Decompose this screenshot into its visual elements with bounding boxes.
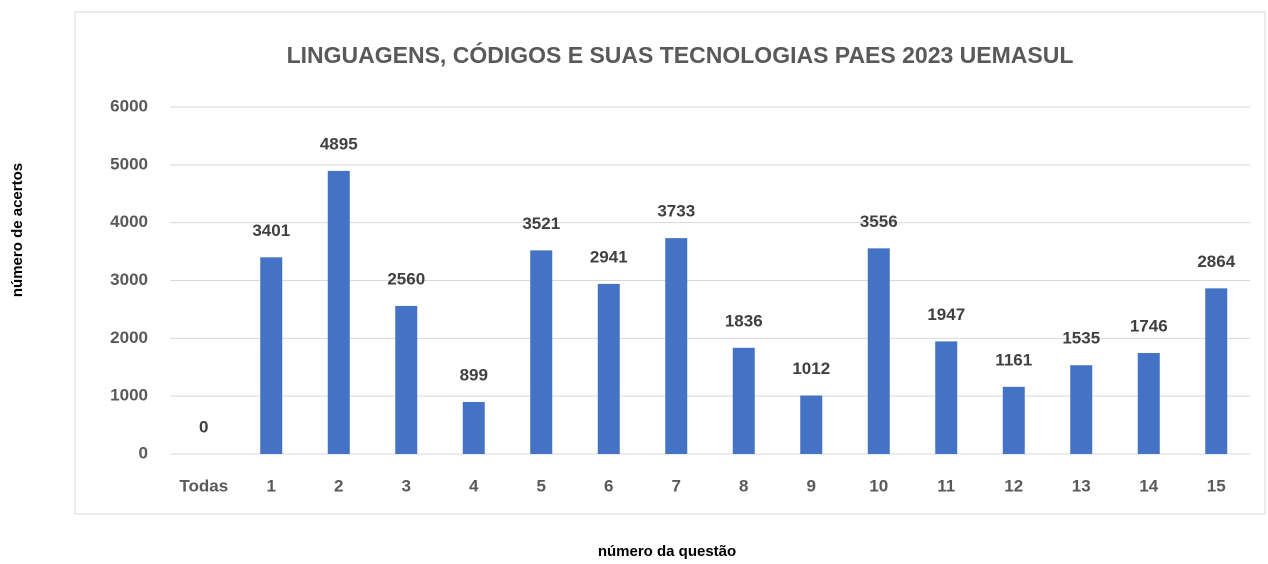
bar	[1002, 386, 1025, 454]
data-label: 1746	[1130, 317, 1168, 336]
bar	[1205, 288, 1228, 454]
bar	[800, 395, 823, 454]
bar	[665, 238, 688, 454]
bar	[260, 257, 283, 454]
y-tick-label: 1000	[110, 386, 148, 405]
bar	[597, 283, 620, 454]
y-axis-label: número de acertos	[9, 163, 26, 297]
bar	[327, 170, 350, 455]
x-tick-label: 15	[1207, 476, 1226, 495]
x-tick-label: 8	[739, 476, 748, 495]
bar	[732, 347, 755, 454]
y-tick-label: 2000	[110, 328, 148, 347]
x-tick-label: 7	[672, 476, 681, 495]
data-label: 2560	[387, 269, 425, 288]
x-tick-label: 9	[807, 476, 816, 495]
bar	[867, 248, 890, 454]
x-tick-label: 10	[869, 476, 888, 495]
bar	[935, 341, 958, 454]
y-tick-label: 4000	[110, 212, 148, 231]
x-tick-label: 1	[267, 476, 276, 495]
y-tick-label: 3000	[110, 270, 148, 289]
data-label: 3521	[522, 214, 560, 233]
data-label: 3556	[860, 212, 898, 231]
y-tick-label: 0	[139, 443, 148, 462]
data-label: 1161	[995, 350, 1032, 369]
x-tick-label: 3	[402, 476, 411, 495]
y-tick-label: 6000	[110, 96, 148, 115]
bar	[1070, 365, 1093, 454]
x-tick-label: 11	[937, 476, 955, 495]
x-tick-label: 14	[1139, 476, 1158, 495]
x-tick-label: 13	[1072, 476, 1091, 495]
data-label: 2864	[1197, 252, 1235, 271]
x-tick-label: Todas	[179, 476, 228, 495]
data-label: 1836	[725, 311, 763, 330]
data-label: 1012	[792, 359, 830, 378]
bar	[530, 250, 553, 454]
data-label: 0	[199, 417, 208, 436]
x-tick-label: 2	[334, 476, 343, 495]
y-tick-label: 5000	[110, 154, 148, 173]
x-axis-label: número da questão	[598, 543, 736, 560]
x-tick-label: 6	[604, 476, 613, 495]
data-label: 3733	[657, 202, 695, 221]
data-label: 2941	[590, 247, 628, 266]
chart-title: LINGUAGENS, CÓDIGOS E SUAS TECNOLOGIAS P…	[287, 41, 1074, 68]
data-label: 1535	[1062, 329, 1100, 348]
data-label: 4895	[320, 134, 358, 153]
bar	[1137, 353, 1160, 454]
bar	[462, 402, 485, 454]
x-tick-label: 4	[469, 476, 479, 495]
x-tick-label: 5	[537, 476, 546, 495]
data-label: 1947	[927, 305, 965, 324]
data-label: 899	[460, 365, 488, 384]
data-label: 3401	[252, 221, 290, 240]
x-tick-label: 12	[1004, 476, 1023, 495]
bar	[395, 305, 418, 454]
